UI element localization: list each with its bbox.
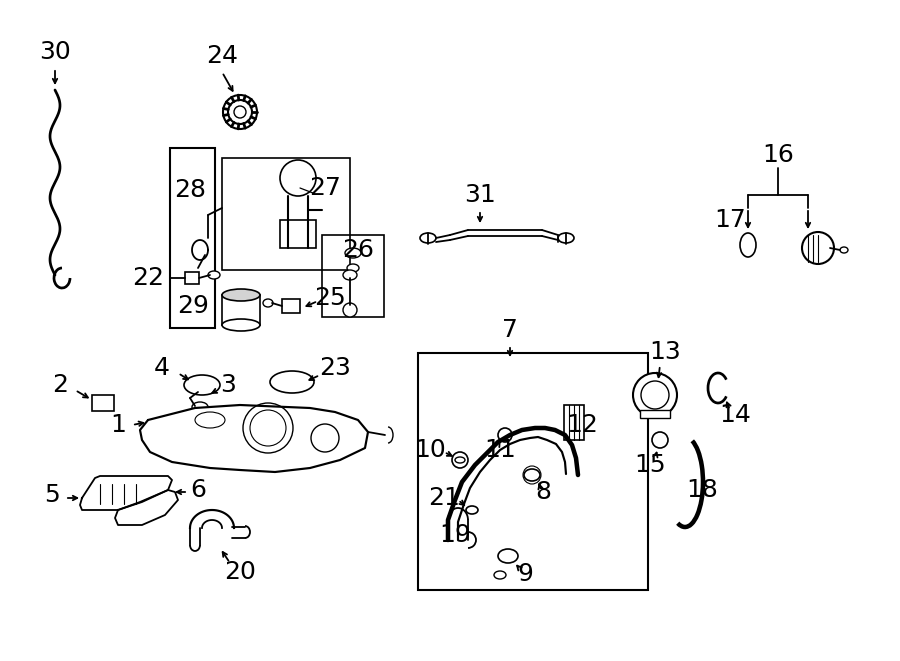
Bar [418,353,648,590]
Text: 24: 24 [206,44,238,68]
Ellipse shape [345,248,361,258]
Text: 4: 4 [154,356,170,380]
Ellipse shape [420,233,436,243]
Ellipse shape [455,457,465,463]
Circle shape [311,424,339,452]
Text: 28: 28 [174,178,206,202]
Text: 21: 21 [428,486,460,510]
Polygon shape [115,490,178,525]
Text: 10: 10 [414,438,446,462]
Ellipse shape [740,233,756,257]
Text: 22: 22 [132,266,164,290]
Circle shape [633,373,677,417]
Text: 13: 13 [649,340,681,364]
Bar [170,148,215,328]
Text: 3: 3 [220,373,236,397]
Ellipse shape [498,549,518,563]
Text: 8: 8 [535,480,551,504]
Text: 26: 26 [342,238,374,262]
Bar [92,395,114,411]
Text: 1: 1 [110,413,126,437]
Circle shape [228,100,252,124]
Text: 2: 2 [52,373,68,397]
Text: 31: 31 [464,183,496,207]
Ellipse shape [208,271,220,279]
Text: 20: 20 [224,560,256,584]
Circle shape [498,428,512,442]
Text: 30: 30 [39,40,71,64]
Circle shape [234,106,246,118]
Ellipse shape [494,571,506,579]
Text: 9: 9 [518,562,533,586]
Ellipse shape [192,402,208,412]
Bar [282,299,300,313]
Ellipse shape [840,247,848,253]
Text: 29: 29 [177,294,209,318]
Text: 14: 14 [719,403,751,427]
Text: 6: 6 [190,478,206,502]
Bar [222,295,260,325]
Text: 18: 18 [686,478,718,502]
Text: 25: 25 [314,286,346,310]
Circle shape [250,410,286,446]
Circle shape [280,160,316,196]
Ellipse shape [466,506,478,514]
Circle shape [641,381,669,409]
Text: 19: 19 [439,523,471,547]
Ellipse shape [558,233,574,243]
Ellipse shape [184,375,220,395]
Circle shape [802,232,834,264]
Bar [564,405,584,440]
Circle shape [243,403,293,453]
Ellipse shape [222,289,260,301]
Text: 23: 23 [320,356,351,380]
Bar [222,158,350,270]
Ellipse shape [195,412,225,428]
Bar [280,220,316,248]
Text: 15: 15 [634,453,666,477]
Text: 27: 27 [309,176,341,200]
Bar [640,410,670,418]
Ellipse shape [343,270,357,280]
Ellipse shape [263,299,273,307]
Polygon shape [80,476,172,510]
Text: 5: 5 [44,483,60,507]
Circle shape [452,452,468,468]
Text: 7: 7 [502,318,518,342]
Ellipse shape [222,319,260,331]
Bar [185,272,199,284]
Ellipse shape [524,469,540,481]
Ellipse shape [347,264,359,272]
Text: 16: 16 [762,143,794,167]
Circle shape [343,303,357,317]
Text: 17: 17 [714,208,746,232]
Bar [322,235,384,317]
Polygon shape [140,405,368,472]
Text: 12: 12 [566,413,598,437]
Text: 11: 11 [484,438,516,462]
